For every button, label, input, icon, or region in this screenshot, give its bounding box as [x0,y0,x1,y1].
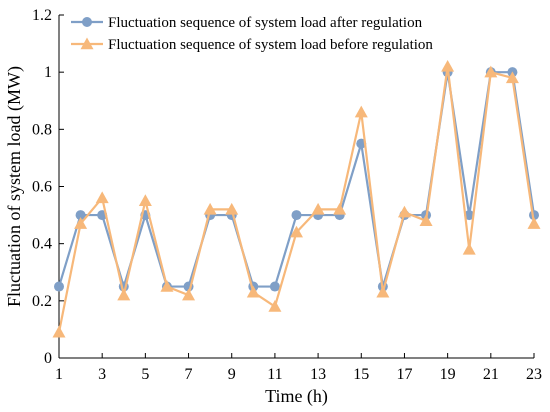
x-ticks: 1 3 5 7 9 11 13 15 17 19 21 23 [55,353,542,383]
y-tick-label: 0.4 [32,236,52,253]
y-tick-label: 0.2 [32,293,52,310]
x-tick-label: 5 [141,366,149,383]
series-layer [52,59,541,338]
data-point [333,202,347,215]
data-point [75,210,86,221]
legend-item-after: Fluctuation sequence of system load afte… [71,15,423,31]
y-axis-title: Fluctuation of system load (MW) [4,66,25,307]
x-tick-label: 21 [483,366,499,383]
data-point [269,281,280,292]
data-point [505,71,519,84]
y-tick-label: 0.8 [32,121,52,138]
data-point [117,288,131,301]
data-point [462,242,476,255]
x-tick-label: 7 [185,366,193,383]
data-point [527,217,541,229]
y-tick-label: 0 [44,350,52,367]
x-tick-label: 19 [440,366,456,383]
x-axis-title: Time (h) [265,386,328,407]
x-tick-label: 9 [228,366,236,383]
data-point [160,280,174,292]
x-tick-label: 11 [267,366,282,383]
x-tick-label: 17 [396,366,412,383]
data-point [74,217,88,229]
data-point [138,194,152,206]
legend-marker-before [80,37,94,50]
series-line [57,65,536,333]
series-before [52,59,541,338]
x-tick-label: 23 [526,366,542,383]
legend: Fluctuation sequence of system load afte… [71,15,433,53]
x-tick-label: 13 [310,366,326,383]
data-point [268,300,282,312]
x-tick-label: 15 [353,366,369,383]
legend-label-before: Fluctuation sequence of system load befo… [108,37,433,53]
data-point [376,285,390,298]
y-tick-label: 1 [44,64,52,81]
data-point [182,288,196,301]
data-point [354,105,368,118]
series-after [54,67,539,292]
legend-marker-after [82,17,92,27]
y-tick-label: 0.6 [32,179,52,196]
series-line [57,71,536,288]
data-point [419,214,433,226]
legend-label-after: Fluctuation sequence of system load afte… [108,15,423,31]
x-tick-label: 1 [55,366,63,383]
data-point [54,281,64,292]
legend-item-before: Fluctuation sequence of system load befo… [71,37,433,53]
data-point [291,210,302,221]
y-tick-label: 1.2 [32,7,52,24]
data-point [52,325,66,338]
data-point [95,191,109,204]
data-point [203,202,217,215]
data-point [464,210,475,221]
data-point [484,65,498,78]
data-point [290,225,303,238]
data-point [225,202,239,215]
data-point [441,59,455,72]
data-point [397,205,411,218]
x-tick-label: 3 [98,366,106,383]
data-point [246,285,260,298]
y-ticks: 0 0.2 0.4 0.6 0.8 1 1.2 [32,7,64,367]
data-point [311,202,325,215]
